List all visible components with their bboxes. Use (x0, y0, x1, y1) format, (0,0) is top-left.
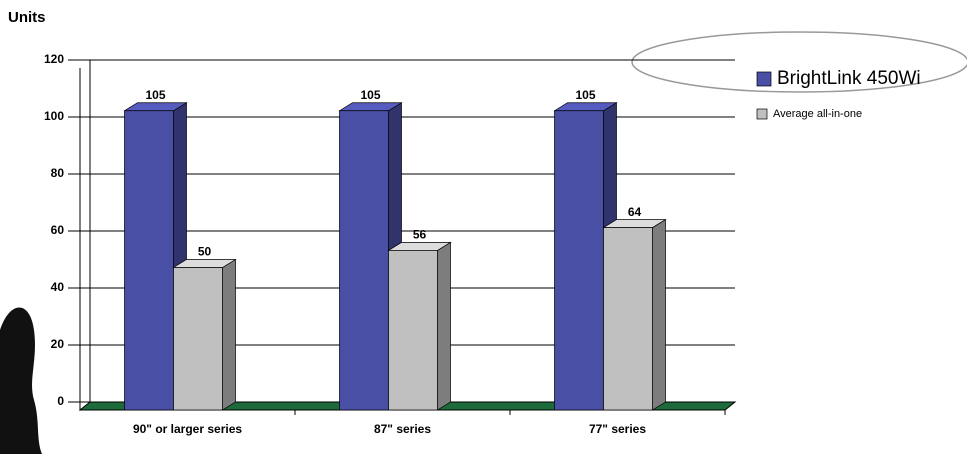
bar-side (437, 241, 451, 411)
y-tick-label: 20 (51, 337, 65, 351)
value-label: 56 (413, 228, 427, 242)
y-tick-label: 100 (44, 109, 64, 123)
y-tick-label: 0 (57, 394, 64, 408)
bar-side (652, 218, 666, 411)
x-tick-label: 77" series (588, 422, 647, 436)
silhouette (0, 307, 42, 454)
bar (554, 110, 604, 411)
bar-side (222, 258, 236, 411)
bar (124, 110, 174, 411)
value-label: 105 (575, 88, 595, 102)
y-tick-label: 80 (51, 166, 65, 180)
value-label: 105 (360, 88, 380, 102)
bar (388, 250, 438, 411)
y-tick-label: 120 (44, 52, 64, 66)
legend-swatch (756, 71, 772, 87)
value-label: 64 (628, 205, 642, 219)
legend-swatch (756, 108, 768, 120)
y-tick-label: 40 (51, 280, 65, 294)
x-tick-label: 90" or larger series (132, 422, 243, 436)
value-label: 105 (145, 88, 165, 102)
value-label: 50 (198, 245, 212, 259)
legend-label: BrightLink 450Wi (777, 68, 921, 89)
bar (339, 110, 389, 411)
bar (173, 267, 223, 411)
y-tick-label: 60 (51, 223, 65, 237)
y-axis-title: Units (8, 9, 46, 26)
x-tick-label: 87" series (373, 422, 432, 436)
legend-ellipse (631, 31, 967, 93)
legend-label: Average all-in-one (773, 108, 862, 120)
bar (603, 227, 653, 411)
